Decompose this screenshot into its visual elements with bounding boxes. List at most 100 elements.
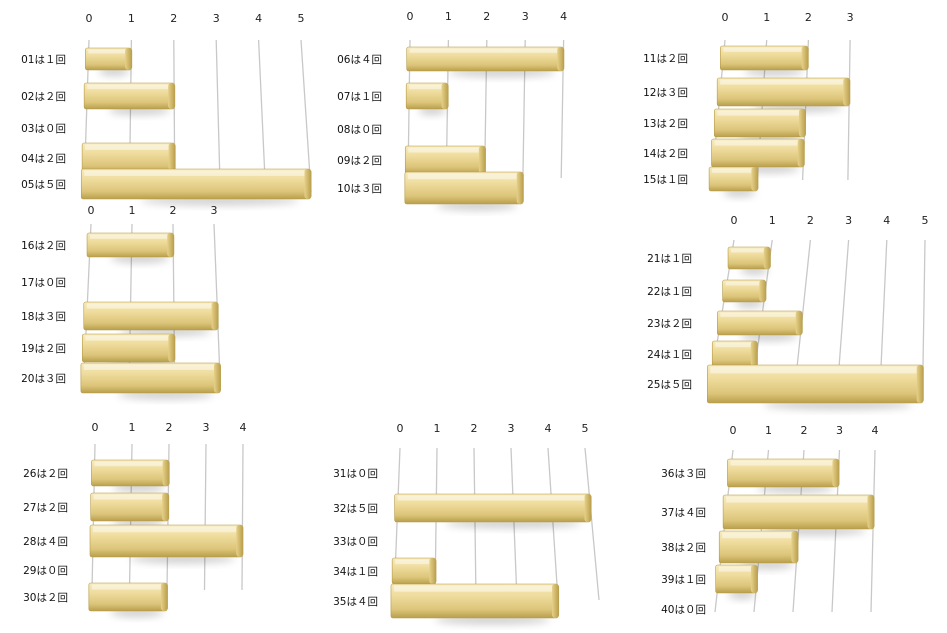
category-label: 32は５回 (333, 503, 378, 515)
bar-end-cap (750, 341, 758, 367)
category-label: 38は２回 (661, 542, 706, 554)
x-tick-label: 0 (397, 422, 404, 435)
bar-highlight (718, 566, 751, 572)
bar-highlight (710, 366, 917, 374)
x-tick-label: 5 (922, 214, 929, 227)
bar-highlight (730, 460, 833, 466)
bar-end-cap (916, 365, 924, 403)
x-tick-label: 4 (883, 214, 890, 227)
bar-highlight (86, 303, 212, 309)
bar-end-cap (750, 565, 758, 593)
x-tick-label: 3 (836, 424, 843, 437)
x-tick-label: 0 (86, 12, 93, 25)
bar-highlight (91, 584, 161, 590)
bar-end-cap (843, 78, 851, 106)
x-tick-label: 4 (545, 422, 552, 435)
bar-end-cap (759, 280, 767, 302)
bar-highlight (88, 49, 126, 54)
category-label: 07は１回 (337, 91, 382, 103)
x-tick-label: 1 (128, 12, 135, 25)
bar-highlight (714, 140, 798, 146)
category-label: 36は３回 (661, 468, 706, 480)
x-tick-label: 0 (730, 424, 737, 437)
category-label: 18は３回 (21, 311, 66, 323)
category-label: 03は０回 (21, 123, 66, 135)
x-tick-label: 0 (731, 214, 738, 227)
bar-end-cap (211, 302, 219, 330)
bar-highlight (731, 248, 764, 253)
category-label: 34は１回 (333, 566, 378, 578)
bar-highlight (407, 173, 517, 180)
x-tick-label: 3 (211, 204, 218, 217)
category-label: 29は０回 (23, 565, 68, 577)
x-tick-label: 1 (765, 424, 772, 437)
bar-highlight (85, 335, 169, 341)
bar-highlight (90, 234, 168, 239)
gridline (257, 39, 267, 193)
x-tick-label: 4 (240, 421, 247, 434)
category-label: 28は４回 (23, 536, 68, 548)
bar-highlight (720, 312, 796, 317)
chart-7: 0 1 2 3 4 5 31は０回 32は５回 33は０回 34は１回 35は４回 (333, 422, 600, 625)
bar-end-cap (832, 459, 840, 487)
bar-end-cap (125, 48, 133, 70)
x-tick-label: 1 (769, 214, 776, 227)
bar-end-cap (304, 169, 312, 199)
category-label: 26は２回 (23, 468, 68, 480)
bar-end-cap (167, 233, 175, 257)
bar-end-cap (236, 525, 244, 557)
x-tick-label: 2 (170, 12, 177, 25)
x-tick-label: 1 (445, 10, 452, 23)
category-label: 23は２回 (647, 318, 692, 330)
bar-highlight (94, 461, 163, 467)
gridline (203, 443, 207, 591)
x-tick-label: 1 (129, 421, 136, 434)
bar-highlight (85, 144, 169, 150)
category-label: 30は２回 (23, 592, 68, 604)
bar-end-cap (801, 46, 809, 70)
x-tick-label: 3 (203, 421, 210, 434)
bar-highlight (395, 559, 430, 565)
x-tick-label: 3 (845, 214, 852, 227)
category-label: 19は２回 (21, 343, 66, 355)
x-tick-label: 4 (560, 10, 567, 23)
chart-8: 0 1 2 3 4 36は３回 37は４回 38は２回 39は１回 40は０回 (661, 424, 878, 616)
x-tick-label: 2 (166, 421, 173, 434)
category-label: 40は０回 (661, 604, 706, 616)
x-tick-label: 2 (483, 10, 490, 23)
category-label: 35は４回 (333, 596, 378, 608)
bar-end-cap (557, 47, 565, 71)
bar-highlight (726, 496, 868, 503)
gridline (847, 39, 851, 181)
chart-2: 0 1 2 3 4 06は４回 07は１回 08は０回 09は２回 10は３回 (337, 10, 567, 211)
category-label: 22は１回 (647, 286, 692, 298)
category-label: 25は５回 (647, 379, 692, 391)
gridline (584, 447, 600, 601)
bar-end-cap (751, 167, 759, 191)
x-tick-label: 2 (170, 204, 177, 217)
x-tick-label: 5 (298, 12, 305, 25)
chart-1: 0 1 2 3 4 5 01は１回 02は２回 03は０回 04は２回 05は５回 (21, 12, 312, 206)
bar-highlight (397, 495, 585, 501)
gridline (870, 449, 876, 613)
bar-end-cap (168, 143, 176, 173)
bar-end-cap (584, 494, 592, 522)
bar-end-cap (795, 311, 803, 335)
x-tick-label: 3 (522, 10, 529, 23)
category-label: 10は３回 (337, 183, 382, 195)
category-label: 27は２回 (23, 502, 68, 514)
x-tick-label: 5 (582, 422, 589, 435)
x-tick-label: 0 (722, 11, 729, 24)
category-label: 06は４回 (337, 54, 382, 66)
category-label: 04は２回 (21, 153, 66, 165)
x-tick-label: 3 (847, 11, 854, 24)
bar-highlight (409, 48, 558, 53)
bar-highlight (715, 342, 751, 348)
chart-6: 0 1 2 3 4 26は２回 27は２回 28は４回 29は０回 30は２回 (23, 421, 247, 618)
chart-3: 0 1 2 3 11は２回 12は３回 13は２回 14は２回 15は１回 (643, 11, 854, 198)
category-label: 14は２回 (643, 148, 688, 160)
bar-end-cap (441, 83, 449, 109)
chart-5: 0 1 2 3 4 5 21は１回 22は１回 23は２回 24は１回 25は５回 (647, 214, 929, 410)
x-tick-label: 3 (508, 422, 515, 435)
gridline (300, 39, 312, 193)
